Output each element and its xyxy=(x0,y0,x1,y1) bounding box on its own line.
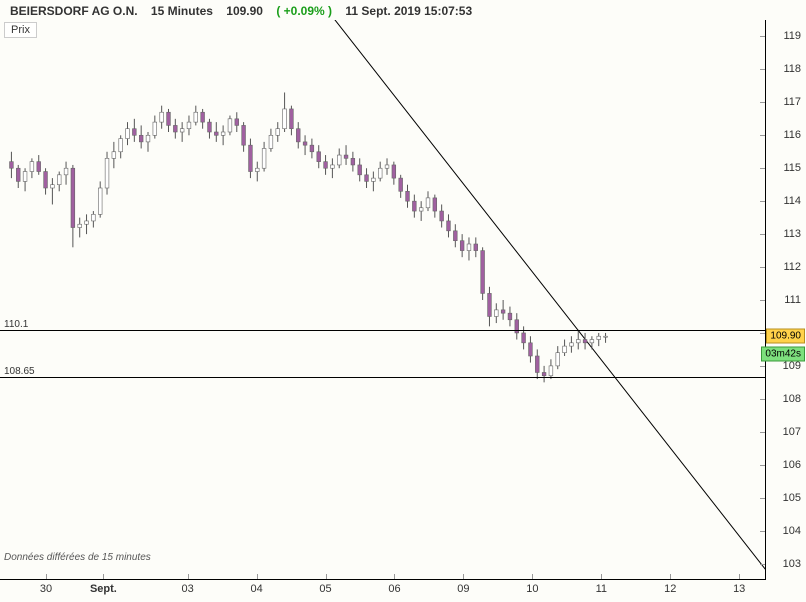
horizontal-line-label: 108.65 xyxy=(4,366,35,377)
horizontal-line[interactable] xyxy=(0,377,765,378)
y-tick xyxy=(760,366,765,367)
y-tick xyxy=(760,69,765,70)
last-price: 109.90 xyxy=(226,4,263,18)
y-tick xyxy=(760,102,765,103)
y-tick xyxy=(760,168,765,169)
interval-label: 15 Minutes xyxy=(151,4,213,18)
y-axis-label: 112 xyxy=(783,261,801,273)
x-tick xyxy=(739,574,740,579)
datetime-label: 11 Sept. 2019 15:07:53 xyxy=(345,4,472,18)
x-axis-label: 12 xyxy=(664,583,676,595)
horizontal-line-label: 110.1 xyxy=(4,319,28,330)
y-tick xyxy=(760,531,765,532)
x-tick xyxy=(670,574,671,579)
y-tick xyxy=(760,465,765,466)
y-axis-label: 106 xyxy=(783,459,801,471)
y-axis-label: 105 xyxy=(783,492,801,504)
x-tick xyxy=(257,574,258,579)
x-axis-label: 03 xyxy=(182,583,194,595)
current-price-tag: 109.90 xyxy=(766,329,805,344)
y-tick xyxy=(760,432,765,433)
x-tick xyxy=(326,574,327,579)
y-axis-label: 107 xyxy=(783,426,801,438)
x-axis-label: Sept. xyxy=(90,583,117,595)
x-axis-label: 04 xyxy=(250,583,262,595)
x-axis-label: 09 xyxy=(457,583,469,595)
y-axis-label: 119 xyxy=(783,30,801,42)
plot-area[interactable]: Prix Données différées de 15 minutes 103… xyxy=(0,20,766,580)
y-axis-label: 114 xyxy=(783,195,801,207)
x-tick xyxy=(532,574,533,579)
x-tick xyxy=(394,574,395,579)
chart-header: BEIERSDORF AG O.N. 15 Minutes 109.90 ( +… xyxy=(10,4,482,18)
x-tick xyxy=(188,574,189,579)
y-tick xyxy=(760,399,765,400)
x-tick xyxy=(601,574,602,579)
horizontal-line[interactable] xyxy=(0,330,765,331)
y-tick xyxy=(760,564,765,565)
y-tick xyxy=(760,36,765,37)
y-axis-label: 113 xyxy=(783,228,801,240)
symbol-name: BEIERSDORF AG O.N. xyxy=(10,4,138,18)
x-axis-label: 10 xyxy=(526,583,538,595)
y-axis-label: 115 xyxy=(783,162,801,174)
countdown-tag: 03m42s xyxy=(761,347,805,362)
pct-change: ( +0.09% ) xyxy=(276,4,332,18)
y-axis-label: 104 xyxy=(783,525,801,537)
y-axis-label: 108 xyxy=(783,393,801,405)
y-axis-label: 117 xyxy=(783,96,801,108)
y-axis-label: 118 xyxy=(783,63,801,75)
x-tick xyxy=(463,574,464,579)
x-axis-label: 11 xyxy=(596,583,607,595)
x-tick xyxy=(46,574,47,579)
y-tick xyxy=(760,498,765,499)
x-axis-label: 05 xyxy=(319,583,331,595)
y-tick xyxy=(760,135,765,136)
x-tick xyxy=(103,574,104,579)
chart-container: BEIERSDORF AG O.N. 15 Minutes 109.90 ( +… xyxy=(0,0,806,602)
y-axis-label: 111 xyxy=(784,294,801,306)
x-axis-label: 13 xyxy=(733,583,745,595)
candlestick-series xyxy=(0,20,766,580)
y-tick xyxy=(760,201,765,202)
y-axis-label: 103 xyxy=(783,558,801,570)
y-tick xyxy=(760,333,765,334)
y-tick xyxy=(760,267,765,268)
y-tick xyxy=(760,300,765,301)
x-axis-label: 30 xyxy=(40,583,52,595)
x-axis-label: 06 xyxy=(388,583,400,595)
y-tick xyxy=(760,234,765,235)
y-axis-label: 116 xyxy=(783,129,801,141)
